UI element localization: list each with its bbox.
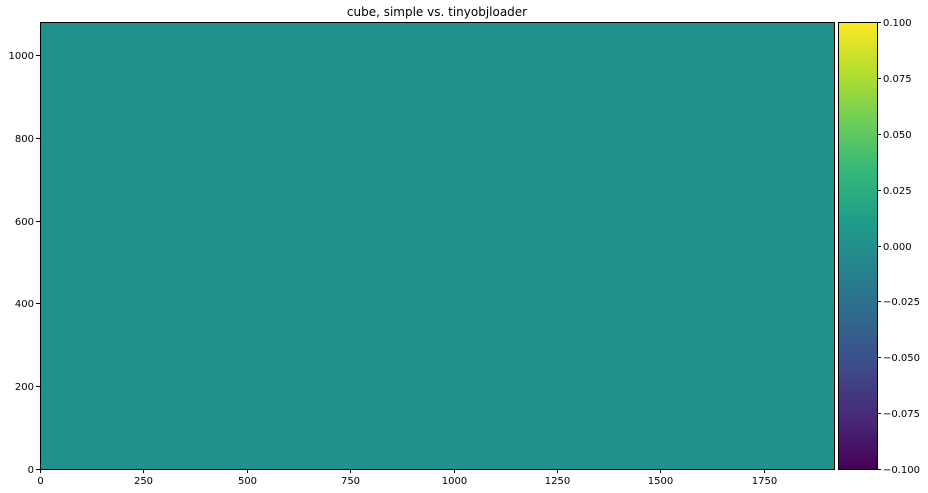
y-tick-label: 200 bbox=[15, 382, 34, 393]
colorbar-tick-label: −0.050 bbox=[883, 353, 920, 364]
y-axis: 0 200 400 600 800 1000 bbox=[9, 51, 40, 476]
y-tick-label: 1000 bbox=[9, 51, 34, 62]
x-tick-label: 0 bbox=[37, 476, 43, 487]
y-tick-label: 800 bbox=[15, 134, 34, 145]
colorbar-tick-label: 0.050 bbox=[883, 130, 912, 141]
colorbar-gradient bbox=[838, 22, 877, 469]
x-tick-label: 250 bbox=[134, 476, 153, 487]
colorbar-axis: −0.100 −0.075 −0.050 −0.025 0.000 0.025 0.050 0… bbox=[877, 18, 920, 476]
axes-frame bbox=[40, 22, 835, 470]
y-tick-label: 0 bbox=[28, 465, 34, 476]
colorbar-tick-label: 0.100 bbox=[883, 18, 912, 29]
colorbar-tick-label: 0.075 bbox=[883, 74, 912, 85]
x-tick-label: 500 bbox=[238, 476, 257, 487]
heatmap-field bbox=[40, 22, 834, 469]
x-tick-label: 1250 bbox=[545, 476, 570, 487]
x-axis: 0 250 500 750 1000 1250 1500 1750 bbox=[37, 469, 777, 487]
colorbar-tick-label: 0.000 bbox=[883, 242, 912, 253]
chart-title: cube, simple vs. tinyobjloader bbox=[347, 5, 527, 19]
colorbar-tick-label: −0.075 bbox=[883, 409, 920, 420]
x-tick-label: 1750 bbox=[752, 476, 777, 487]
x-tick-label: 750 bbox=[341, 476, 360, 487]
x-tick-label: 1000 bbox=[442, 476, 467, 487]
colorbar-tick-label: 0.025 bbox=[883, 186, 912, 197]
y-tick-label: 400 bbox=[15, 299, 34, 310]
y-tick-label: 600 bbox=[15, 217, 34, 228]
colorbar-tick-label: −0.100 bbox=[883, 465, 920, 476]
x-tick-label: 1500 bbox=[648, 476, 673, 487]
colorbar-tick-label: −0.025 bbox=[883, 297, 920, 308]
